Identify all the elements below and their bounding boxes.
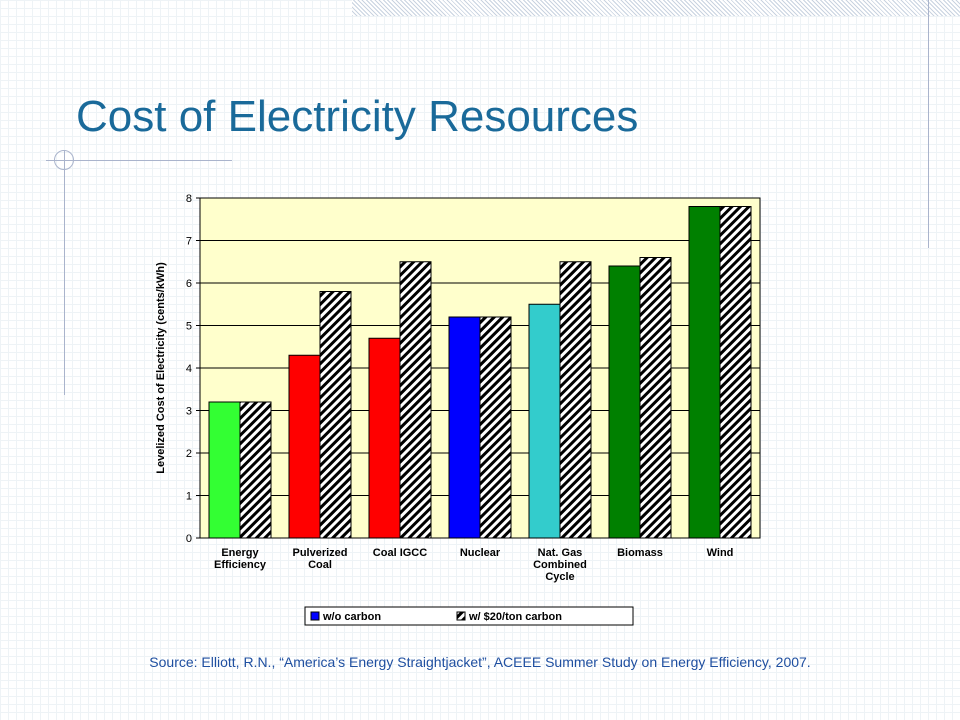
y-axis-label: Levelized Cost of Electricity (cents/kWh… <box>155 262 167 474</box>
decorative-hatch-band <box>352 0 960 16</box>
y-tick-label: 6 <box>186 278 192 290</box>
bar-with-carbon <box>639 257 672 539</box>
x-category-label: Nat. Gas <box>538 547 583 559</box>
bar-with-carbon <box>319 291 352 539</box>
y-tick-label: 3 <box>186 406 192 418</box>
bar-without-carbon <box>288 354 321 539</box>
x-category-label: Coal <box>308 559 332 571</box>
y-tick-label: 2 <box>186 448 192 460</box>
slide-title: Cost of Electricity Resources <box>76 92 639 141</box>
decorative-rule-left <box>64 150 65 395</box>
legend-entry-label: w/ $20/ton carbon <box>468 611 562 623</box>
x-category-label: Nuclear <box>460 547 501 559</box>
x-category-label: Combined <box>533 559 587 571</box>
bar-with-carbon <box>719 206 752 539</box>
bar-without-carbon <box>448 316 481 539</box>
y-tick-label: 8 <box>186 193 192 205</box>
bar-without-carbon <box>608 265 641 539</box>
bar-without-carbon <box>368 337 401 539</box>
bar-without-carbon <box>528 303 561 539</box>
x-category-label: Pulverized <box>292 547 347 559</box>
legend-box <box>304 606 634 626</box>
bar-with-carbon <box>479 316 512 539</box>
bar-without-carbon <box>688 206 721 539</box>
y-tick-label: 5 <box>186 321 192 333</box>
bar-without-carbon <box>208 401 241 539</box>
decorative-rule-right <box>928 0 929 248</box>
x-category-label: Coal IGCC <box>373 547 427 559</box>
source-citation: Source: Elliott, R.N., “America’s Energy… <box>149 654 811 670</box>
y-tick-label: 7 <box>186 236 192 248</box>
y-tick-label: 0 <box>186 533 192 545</box>
x-category-label: Efficiency <box>214 559 267 571</box>
y-tick-label: 1 <box>186 491 192 503</box>
legend-entry-label: w/o carbon <box>322 611 381 623</box>
bar-with-carbon <box>559 261 592 539</box>
x-category-label: Energy <box>221 547 259 559</box>
y-tick-label: 4 <box>186 363 192 375</box>
title-underline <box>46 160 232 161</box>
x-category-label: Wind <box>707 547 734 559</box>
legend-swatch-with-carbon <box>456 611 466 621</box>
x-category-label: Biomass <box>617 547 663 559</box>
decorative-circle <box>54 150 74 170</box>
x-category-label: Cycle <box>545 571 574 583</box>
bar-with-carbon <box>239 401 272 539</box>
bar-with-carbon <box>399 261 432 539</box>
legend-swatch-without-carbon <box>310 611 320 621</box>
